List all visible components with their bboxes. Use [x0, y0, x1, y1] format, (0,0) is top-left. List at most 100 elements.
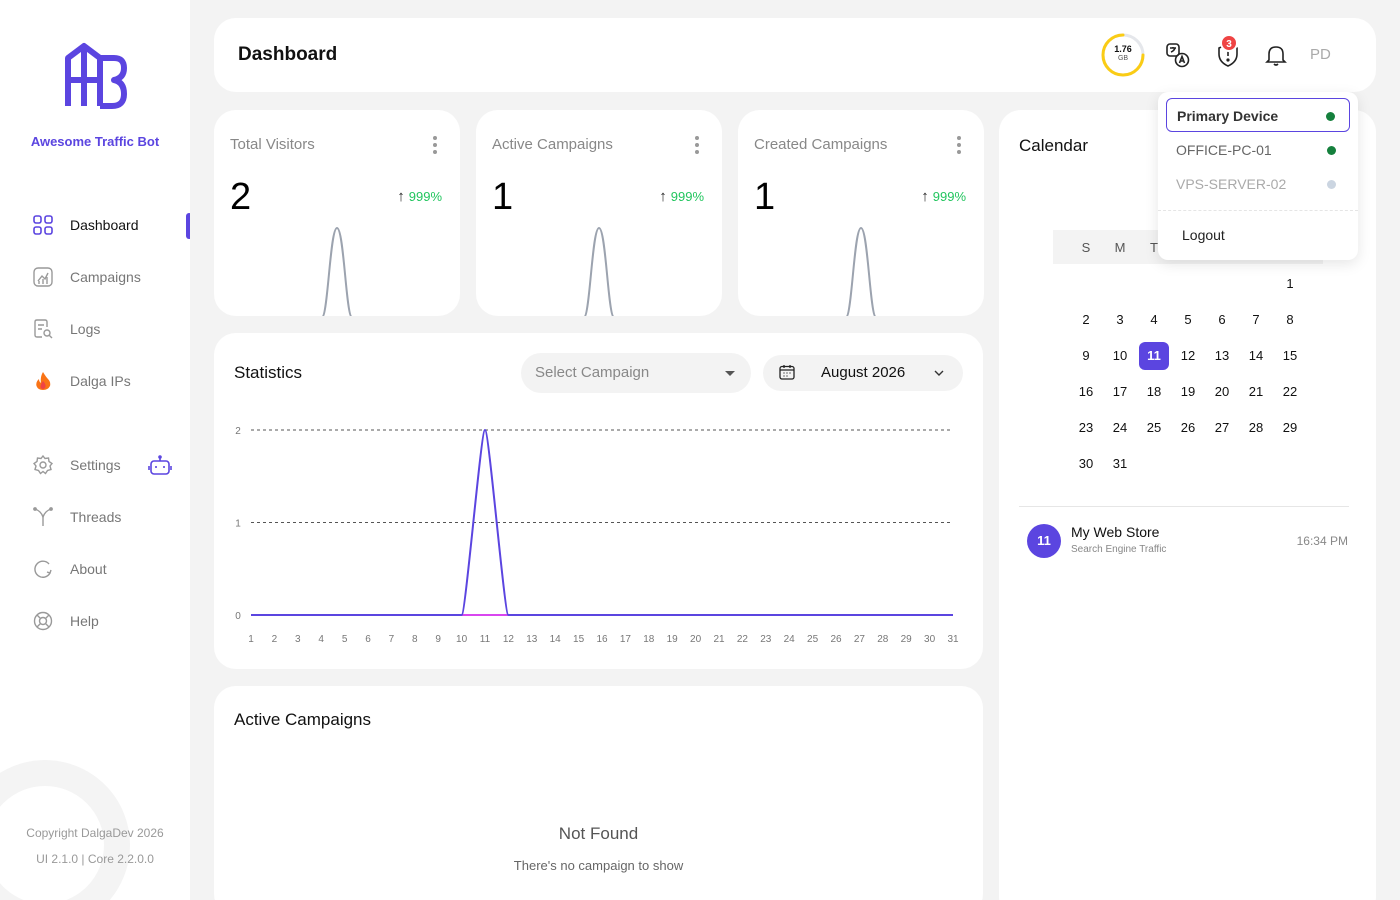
calendar-day[interactable]: 28: [1248, 420, 1264, 435]
logout-button[interactable]: Logout: [1182, 227, 1225, 243]
x-tick-label: 9: [435, 634, 441, 645]
brand-name: Awesome Traffic Bot: [30, 134, 160, 149]
statistics-title: Statistics: [234, 363, 303, 382]
device-label: Primary Device: [1177, 108, 1279, 124]
campaign-select-placeholder: Select Campaign: [535, 364, 650, 381]
calendar-day[interactable]: 22: [1282, 384, 1298, 399]
device-item-primary[interactable]: Primary Device: [1166, 98, 1350, 132]
calendar-day[interactable]: 3: [1116, 312, 1124, 327]
event-subtitle: Search Engine Traffic: [1071, 544, 1167, 555]
calendar-day[interactable]: 5: [1184, 312, 1192, 327]
x-tick-label: 26: [830, 634, 842, 645]
more-options-icon[interactable]: [432, 136, 438, 154]
calendar-day[interactable]: 20: [1214, 384, 1230, 399]
more-options-icon[interactable]: [956, 136, 962, 154]
calendar-day[interactable]: 21: [1248, 384, 1264, 399]
arrow-up-icon: ↑: [659, 188, 667, 205]
month-label: August 2026: [821, 364, 906, 381]
alert-shield-icon[interactable]: [1215, 42, 1241, 68]
calendar-day[interactable]: 16: [1078, 384, 1094, 399]
calendar-day[interactable]: 12: [1180, 348, 1196, 363]
calendar-day[interactable]: 19: [1180, 384, 1196, 399]
x-tick-label: 4: [318, 634, 324, 645]
sidebar-item-dashboard[interactable]: Dashboard: [32, 213, 139, 237]
status-dot: [1326, 112, 1335, 121]
gear-icon: [32, 454, 54, 476]
calendar-day[interactable]: 14: [1248, 348, 1264, 363]
sidebar-item-dalga-ips[interactable]: Dalga IPs: [32, 369, 131, 393]
bell-icon[interactable]: [1263, 42, 1289, 68]
sidebar-item-campaigns[interactable]: Campaigns: [32, 265, 141, 289]
calendar-day[interactable]: 24: [1112, 420, 1128, 435]
x-tick-label: 19: [667, 634, 679, 645]
alert-count-badge: 3: [1220, 34, 1238, 52]
event-title[interactable]: My Web Store: [1071, 524, 1160, 540]
translate-icon[interactable]: [1165, 42, 1191, 68]
stat-card-created-campaigns: Created Campaigns 1 ↑ 999%: [738, 110, 984, 316]
calendar-day[interactable]: 2: [1082, 312, 1090, 327]
weekday-label: S: [1081, 240, 1091, 255]
sidebar-item-threads[interactable]: Threads: [32, 505, 121, 529]
x-tick-label: 7: [389, 634, 395, 645]
help-lifebuoy-icon: [32, 610, 54, 632]
calendar-day[interactable]: 17: [1112, 384, 1128, 399]
calendar-day[interactable]: 9: [1082, 348, 1090, 363]
stat-change: ↑ 999%: [921, 188, 966, 205]
calendar-day[interactable]: 11: [1139, 342, 1169, 370]
calendar-day[interactable]: 27: [1214, 420, 1230, 435]
stat-change-value: 999%: [408, 189, 442, 204]
calendar-day[interactable]: 31: [1112, 456, 1128, 471]
status-dot: [1327, 146, 1336, 155]
sidebar-item-label: Settings: [70, 457, 121, 473]
stat-change-value: 999%: [670, 189, 704, 204]
calendar-day[interactable]: 6: [1218, 312, 1226, 327]
status-dot: [1327, 180, 1336, 189]
calendar-day[interactable]: 8: [1286, 312, 1294, 327]
calendar-day[interactable]: 30: [1078, 456, 1094, 471]
x-tick-label: 21: [713, 634, 725, 645]
month-picker[interactable]: August 2026: [763, 355, 963, 391]
campaign-select[interactable]: Select Campaign: [521, 353, 751, 393]
sidebar-item-label: Campaigns: [70, 269, 141, 285]
sidebar-item-logs[interactable]: Logs: [32, 317, 100, 341]
storage-gauge[interactable]: 1.76 GB: [1100, 32, 1146, 78]
series-line: [250, 428, 953, 616]
calendar-day[interactable]: 15: [1282, 348, 1298, 363]
device-label: OFFICE-PC-01: [1176, 142, 1272, 158]
x-tick-label: 24: [784, 634, 796, 645]
sidebar-item-help[interactable]: Help: [32, 609, 99, 633]
x-tick-label: 16: [596, 634, 608, 645]
stat-change: ↑ 999%: [397, 188, 442, 205]
sidebar-item-label: Help: [70, 613, 99, 629]
calendar-day[interactable]: 23: [1078, 420, 1094, 435]
sidebar-item-label: Threads: [70, 509, 122, 525]
calendar-day[interactable]: 10: [1112, 348, 1128, 363]
caret-down-icon: [725, 371, 735, 376]
bot-icon[interactable]: [148, 454, 172, 478]
calendar-day[interactable]: 29: [1282, 420, 1298, 435]
calendar-day[interactable]: 18: [1146, 384, 1162, 399]
sparkline: [476, 226, 722, 316]
calendar-day[interactable]: 13: [1214, 348, 1230, 363]
calendar-day[interactable]: 7: [1252, 312, 1260, 327]
sidebar-item-about[interactable]: About: [32, 557, 107, 581]
copyright-text: Copyright DalgaDev 2026: [26, 826, 164, 840]
user-avatar[interactable]: PD: [1310, 46, 1331, 63]
weekday-label: M: [1114, 240, 1126, 255]
calendar-day[interactable]: 26: [1180, 420, 1196, 435]
x-tick-label: 14: [550, 634, 562, 645]
calendar-title: Calendar: [1019, 136, 1088, 155]
sidebar-item-settings[interactable]: Settings: [32, 453, 121, 477]
calendar-day[interactable]: 25: [1146, 420, 1162, 435]
statistics-card: Statistics Select Campaign August 2026 0…: [214, 333, 983, 669]
dashboard-grid-icon: [32, 214, 54, 236]
calendar-day[interactable]: 1: [1286, 276, 1294, 291]
calendar-day[interactable]: 4: [1150, 312, 1158, 327]
x-tick-label: 3: [295, 634, 301, 645]
arrow-up-icon: ↑: [921, 188, 929, 205]
device-item-office-pc[interactable]: OFFICE-PC-01: [1166, 133, 1350, 167]
x-tick-label: 6: [365, 634, 371, 645]
device-item-vps-server[interactable]: VPS-SERVER-02: [1166, 167, 1350, 201]
more-options-icon[interactable]: [694, 136, 700, 154]
sidebar-item-label: Dashboard: [70, 217, 139, 233]
